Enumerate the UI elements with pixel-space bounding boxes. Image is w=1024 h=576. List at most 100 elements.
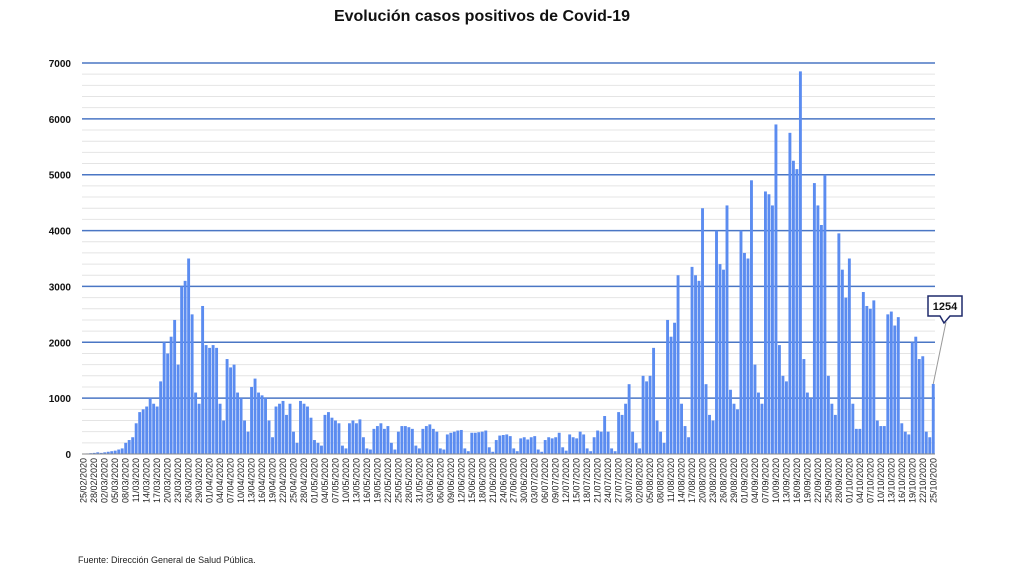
bar (204, 345, 208, 454)
x-tick-label: 27/07/2020 (614, 458, 624, 503)
bar (159, 381, 163, 454)
bar (840, 269, 844, 454)
bar (424, 426, 428, 454)
x-tick-label: 10/09/2020 (771, 458, 781, 503)
bar (718, 264, 722, 454)
bar (753, 364, 757, 454)
bar (145, 406, 149, 454)
x-tick-label: 19/10/2020 (907, 458, 917, 503)
bar (533, 436, 537, 454)
bar (844, 297, 848, 454)
bar (218, 403, 222, 454)
bar (327, 412, 330, 454)
bar (739, 230, 743, 454)
bar (854, 428, 858, 454)
bar (452, 431, 456, 454)
source-note: Fuente: Dirección General de Salud Públi… (78, 555, 256, 565)
bar (708, 414, 711, 454)
y-tick-label: 3000 (49, 282, 72, 293)
bar (330, 417, 334, 454)
bar (736, 409, 739, 454)
x-tick-label: 04/04/2020 (215, 458, 225, 503)
y-tick-label: 5000 (49, 171, 72, 182)
bar (886, 314, 890, 454)
bar (278, 403, 281, 454)
bar (267, 420, 271, 454)
bar (120, 448, 124, 454)
x-tick-label: 28/09/2020 (834, 458, 844, 503)
bar (582, 434, 586, 454)
bar (232, 364, 236, 454)
bar (253, 378, 257, 454)
x-tick-label: 01/09/2020 (739, 458, 749, 503)
bar (403, 426, 407, 454)
bar (599, 431, 603, 454)
bar (498, 435, 502, 454)
bar (99, 452, 103, 454)
bar (229, 367, 233, 454)
bar (176, 364, 180, 454)
bar (746, 258, 750, 454)
bar (764, 191, 767, 454)
x-tick-label: 10/05/2020 (341, 458, 351, 503)
bar (407, 427, 411, 454)
y-tick-label: 2000 (49, 338, 72, 349)
bar (470, 432, 474, 454)
bar (505, 434, 509, 454)
bar (666, 319, 670, 454)
x-tick-label: 03/06/2020 (425, 458, 435, 503)
bar (243, 420, 247, 454)
bar (571, 437, 575, 454)
x-tick-label: 17/03/2020 (152, 458, 162, 503)
x-tick-label: 12/06/2020 (456, 458, 466, 503)
bar (536, 449, 540, 454)
bar (169, 336, 173, 454)
bar (194, 392, 198, 454)
bar (889, 311, 893, 454)
bar (655, 420, 659, 454)
x-tick-label: 09/06/2020 (446, 458, 456, 503)
bar (837, 233, 841, 454)
x-tick-label: 10/10/2020 (876, 458, 886, 503)
callout-leader (932, 321, 947, 385)
bar (222, 420, 226, 454)
bar (442, 449, 446, 454)
bar (302, 403, 306, 454)
bar (715, 230, 718, 454)
bar (337, 423, 341, 454)
bar (281, 400, 285, 454)
x-tick-label: 02/08/2020 (635, 458, 645, 503)
bar (924, 431, 928, 454)
bar (791, 160, 795, 454)
x-tick-label: 22/05/2020 (383, 458, 393, 503)
bar (162, 342, 166, 454)
bar (631, 431, 635, 454)
x-tick-label: 22/10/2020 (918, 458, 928, 503)
bar (344, 448, 348, 454)
bar (701, 208, 704, 454)
bar (141, 409, 145, 454)
x-tick-label: 15/07/2020 (572, 458, 582, 503)
bar (190, 314, 194, 454)
bar (781, 375, 785, 454)
bar (92, 452, 96, 454)
bar (484, 430, 488, 454)
bar (529, 437, 533, 454)
bar (760, 403, 764, 454)
x-tick-label: 05/08/2020 (645, 458, 655, 503)
bar (250, 386, 253, 454)
x-tick-label: 13/09/2020 (781, 458, 791, 503)
bar (798, 71, 802, 454)
chart-title: Evolución casos positivos de Covid-19 (333, 8, 631, 25)
bar (431, 428, 435, 454)
x-tick-label: 23/08/2020 (708, 458, 718, 503)
bar (662, 442, 666, 454)
bar (372, 428, 376, 454)
bar (340, 445, 344, 454)
bar (246, 431, 250, 454)
bar (931, 383, 935, 454)
bar (487, 447, 491, 454)
bar (127, 440, 131, 454)
x-tick-label: 28/04/2020 (299, 458, 309, 503)
bar (257, 392, 260, 454)
